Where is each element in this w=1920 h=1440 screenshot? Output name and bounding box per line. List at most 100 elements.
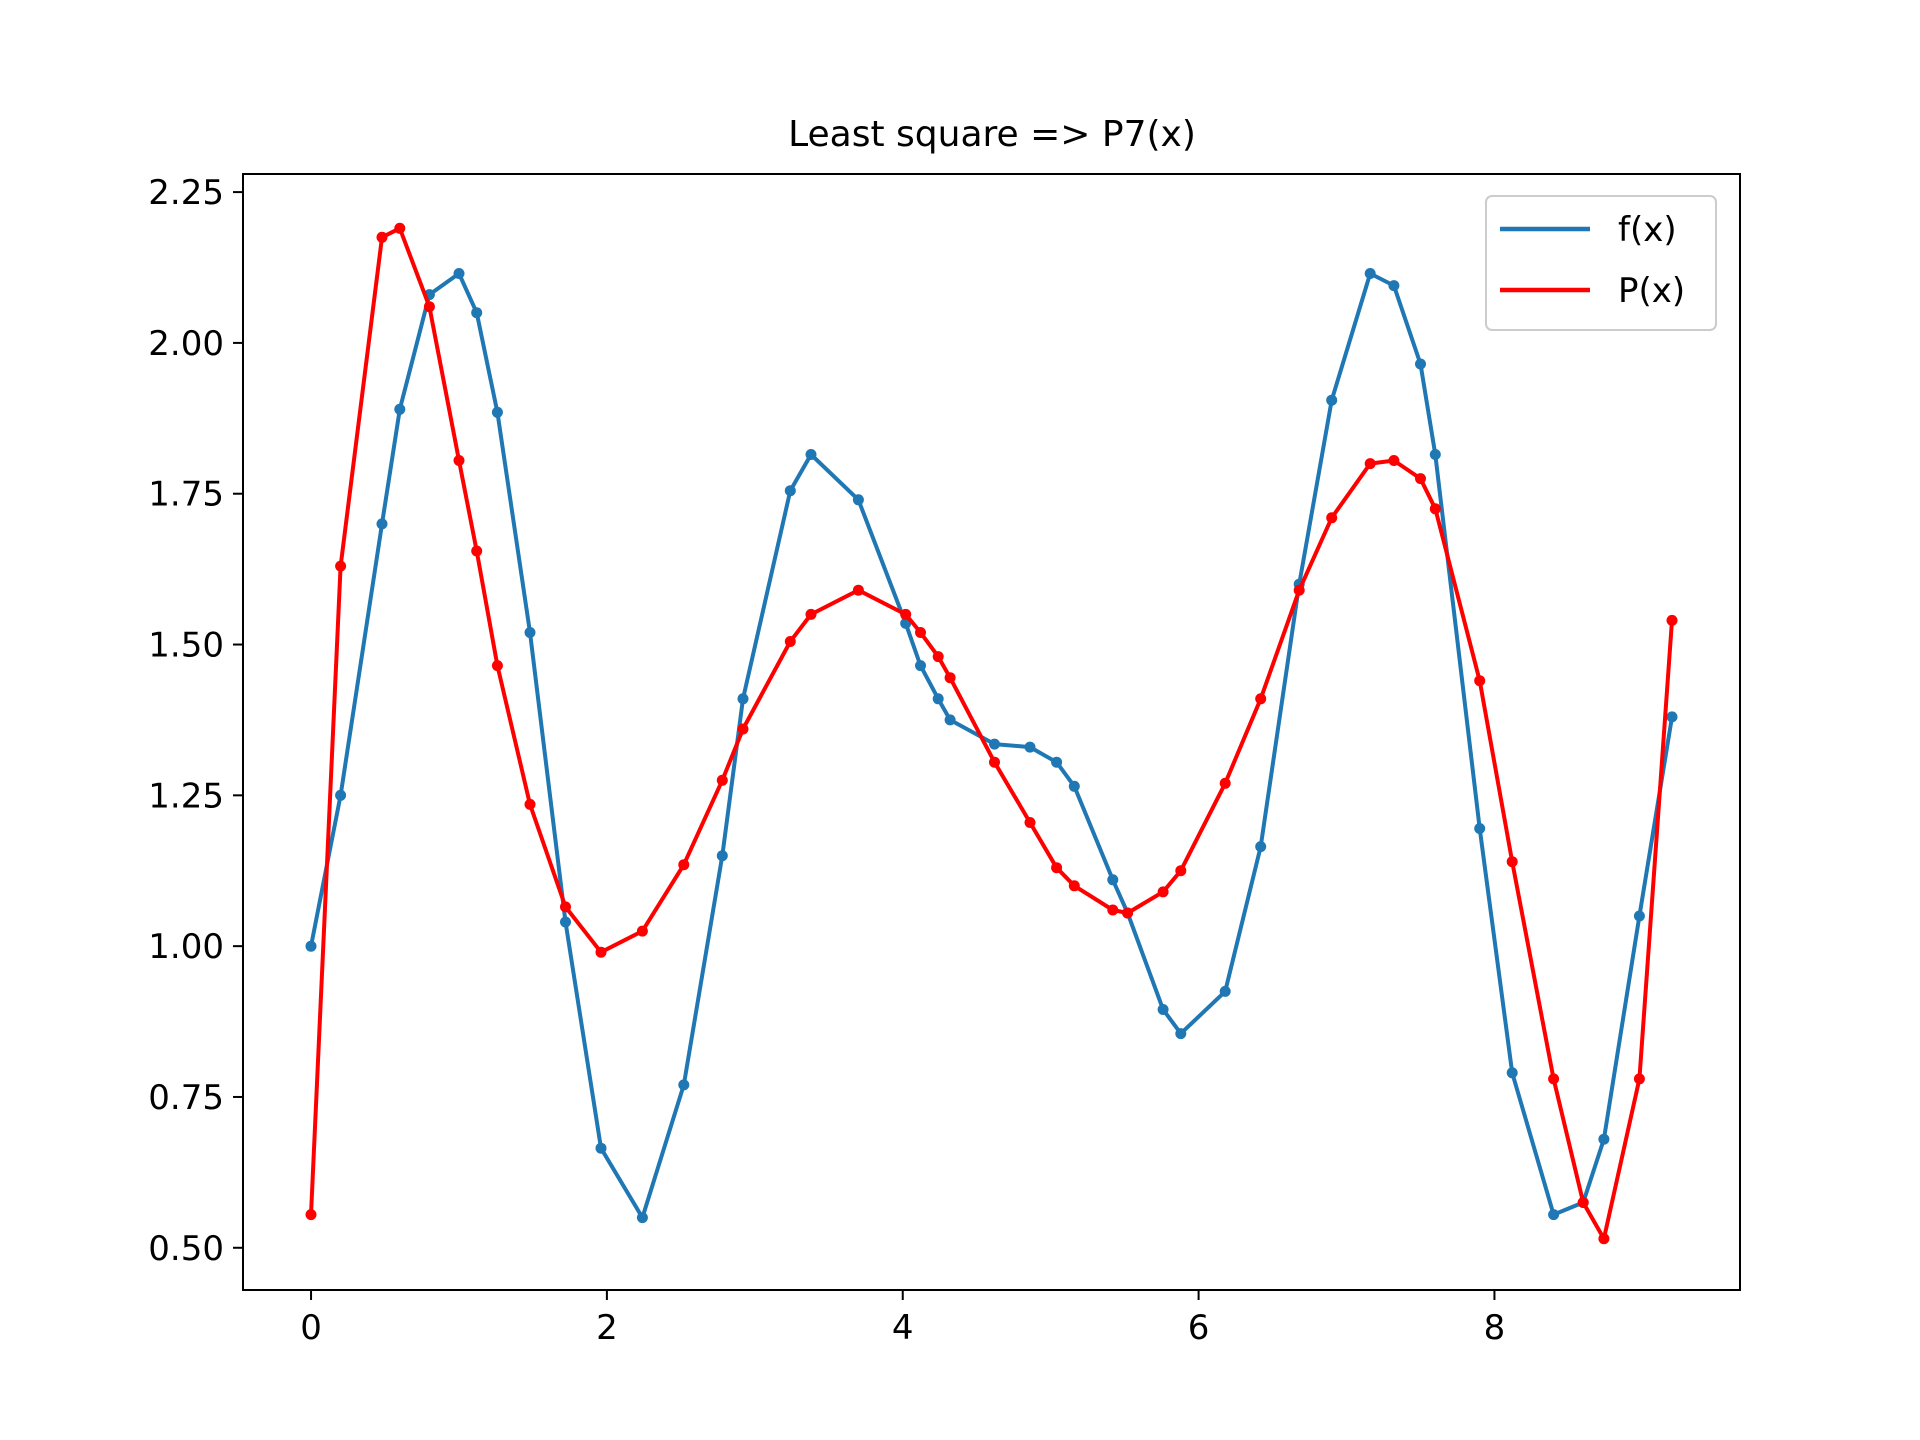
y-tick-label: 2.25 — [148, 173, 224, 213]
data-point-f — [1415, 358, 1426, 370]
data-point-f — [678, 1079, 690, 1091]
data-point-f — [716, 850, 728, 862]
data-point-f — [989, 738, 1000, 750]
data-point-f — [491, 406, 503, 418]
data-point-p — [944, 672, 956, 684]
data-point-p — [1577, 1197, 1589, 1208]
data-point-f — [784, 485, 796, 497]
data-point-p — [852, 584, 864, 596]
data-point-f — [1068, 780, 1080, 792]
data-point-p — [1429, 503, 1441, 515]
data-point-p — [1548, 1073, 1560, 1085]
data-point-p — [1598, 1233, 1610, 1245]
y-tick-label: 1.50 — [148, 626, 224, 666]
y-tick-label: 0.75 — [148, 1078, 224, 1118]
data-point-f — [1326, 394, 1338, 406]
x-tick-label: 2 — [596, 1308, 618, 1348]
data-point-p — [900, 608, 912, 620]
data-point-f — [335, 789, 347, 801]
data-point-p — [453, 455, 465, 466]
data-point-p — [1107, 904, 1119, 916]
plot-area — [242, 173, 1741, 1291]
data-point-f — [471, 307, 483, 319]
data-point-p — [305, 1209, 317, 1221]
data-point-f — [1107, 874, 1119, 886]
data-point-p — [471, 545, 483, 557]
data-point-f — [944, 714, 956, 726]
data-point-f — [915, 660, 926, 672]
data-point-p — [1051, 862, 1063, 874]
data-point-p — [678, 859, 690, 871]
data-point-p — [1633, 1073, 1645, 1085]
series-layer — [305, 222, 1678, 1245]
data-point-p — [737, 723, 749, 735]
legend-label-p: P(x) — [1618, 271, 1685, 311]
data-point-f — [376, 518, 388, 530]
data-point-p — [1415, 473, 1426, 485]
data-point-f — [1506, 1067, 1518, 1079]
y-tick-label: 1.00 — [148, 927, 224, 967]
data-point-p — [805, 608, 817, 620]
data-point-f — [1024, 741, 1036, 753]
data-point-f — [852, 494, 864, 506]
data-point-p — [1326, 512, 1338, 524]
series-f — [305, 268, 1678, 1224]
data-point-f — [1219, 985, 1231, 997]
data-point-p — [376, 231, 388, 243]
data-point-p — [1024, 817, 1036, 828]
data-point-p — [1157, 886, 1169, 898]
legend-label-f: f(x) — [1618, 210, 1677, 250]
y-tick-label: 2.00 — [148, 324, 224, 364]
x-tick-label: 0 — [300, 1308, 322, 1348]
data-point-f — [595, 1142, 607, 1154]
data-point-f — [1598, 1133, 1610, 1145]
x-tick-label: 8 — [1484, 1308, 1506, 1348]
series-p — [305, 222, 1678, 1245]
data-point-f — [1364, 268, 1376, 279]
data-point-p — [915, 627, 926, 638]
data-point-p — [1364, 458, 1376, 470]
data-point-f — [1388, 280, 1400, 292]
data-point-p — [1255, 693, 1267, 705]
data-point-f — [394, 403, 406, 415]
y-tick-label: 1.25 — [148, 776, 224, 816]
data-point-p — [1666, 614, 1678, 626]
data-point-p — [491, 660, 503, 672]
data-point-p — [560, 901, 571, 913]
data-point-p — [716, 774, 728, 786]
data-point-f — [1051, 756, 1063, 768]
x-tick-label: 6 — [1188, 1308, 1210, 1348]
data-point-f — [737, 693, 749, 705]
data-point-f — [932, 693, 944, 705]
data-point-f — [524, 627, 536, 638]
data-point-p — [335, 560, 347, 572]
data-point-f — [305, 940, 317, 952]
y-axis: 0.50 0.75 1.00 1.25 1.50 1.75 2.00 2.25 — [148, 173, 243, 1269]
data-point-p — [1293, 584, 1305, 596]
data-point-f — [1175, 1028, 1187, 1040]
data-point-p — [932, 651, 944, 663]
data-point-p — [1388, 455, 1400, 466]
data-point-p — [636, 925, 648, 937]
legend: f(x) P(x) — [1485, 195, 1717, 331]
y-tick-label: 1.75 — [148, 475, 224, 515]
data-point-p — [784, 636, 796, 647]
data-point-p — [524, 798, 536, 810]
data-point-p — [1122, 907, 1134, 919]
data-point-f — [1157, 1004, 1169, 1015]
data-point-f — [636, 1212, 648, 1224]
data-point-f — [1548, 1209, 1560, 1221]
data-point-p — [595, 946, 607, 958]
data-point-p — [423, 301, 435, 313]
data-point-p — [1175, 865, 1187, 877]
data-point-f — [453, 268, 465, 279]
data-point-f — [1429, 449, 1441, 460]
data-point-p — [1068, 880, 1080, 892]
x-axis: 0 2 4 6 8 — [300, 1290, 1505, 1348]
y-tick-label: 0.50 — [148, 1229, 224, 1269]
data-point-p — [989, 756, 1000, 768]
data-point-p — [1506, 856, 1518, 868]
data-point-p — [394, 222, 406, 234]
data-point-f — [560, 916, 571, 928]
